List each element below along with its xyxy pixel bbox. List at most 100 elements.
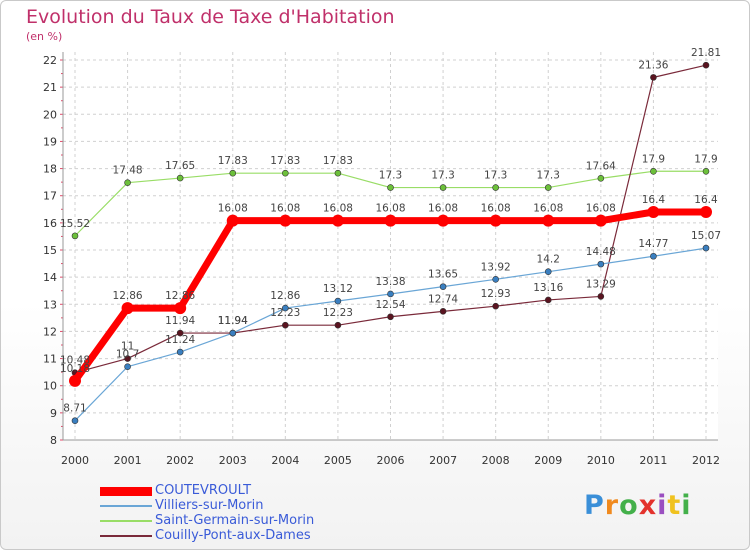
data-label: 13.65 [428,269,458,281]
y-tick-label: 20 [43,108,57,121]
data-label: 10.48 [60,355,90,367]
y-tick-label: 9 [50,407,57,420]
data-label: 16.08 [323,203,353,215]
data-point [544,268,552,276]
data-point [334,297,342,305]
data-point [700,206,712,218]
data-label: 16.4 [694,194,718,206]
data-label: 12.74 [428,293,458,305]
data-label: 12.54 [375,299,405,311]
data-label: 14.48 [586,246,616,258]
y-tick-label: 21 [43,81,57,94]
legend-label: Saint-Germain-sur-Morin [155,513,315,528]
y-axis-unit-label: (en %) [26,30,63,43]
data-label: 17.9 [694,153,717,165]
y-tick-label: 13 [43,298,57,311]
y-tick-label: 8 [50,434,57,447]
data-point [594,214,607,227]
data-label: 17.3 [537,170,560,182]
data-label: 17.48 [113,165,143,177]
data-point [702,244,710,252]
data-point [387,290,394,298]
data-label: 13.92 [481,261,511,273]
x-tick-label: 2000 [61,454,89,467]
y-tick-label: 15 [43,244,57,257]
x-tick-label: 2008 [482,454,510,467]
data-point [176,329,184,337]
data-label: 16.4 [642,194,666,206]
y-tick-label: 10 [43,380,57,393]
data-label: 8.71 [63,403,86,415]
data-label: 21.36 [638,59,668,71]
data-label: 16.08 [533,203,563,215]
data-point [439,308,447,315]
data-point [647,206,660,218]
data-label: 17.9 [642,153,665,165]
data-point [702,61,710,69]
data-label: 17.3 [484,170,507,182]
data-label: 17.65 [165,160,195,172]
data-point [124,179,131,186]
data-point [124,355,131,362]
x-tick-label: 2003 [219,454,247,467]
y-tick-label: 16 [43,217,57,230]
legend-swatch [100,486,152,496]
data-point [71,417,79,425]
data-point [334,321,342,329]
legend-swatch [100,535,152,537]
legend-swatch [100,505,152,507]
data-label: 16.08 [428,203,458,215]
data-label: 12.93 [481,288,511,300]
data-label: 11.94 [165,315,195,327]
x-tick-label: 2004 [271,454,299,467]
data-point [282,304,289,312]
data-point [489,214,502,227]
x-tick-label: 2001 [114,454,142,467]
data-label: 13.38 [375,276,405,288]
data-point [69,374,81,387]
data-label: 16.08 [481,203,511,215]
data-point [597,260,605,268]
data-point [176,174,184,182]
data-label: 16.08 [375,203,405,215]
data-label: 12.86 [165,290,195,302]
data-label: 15.07 [691,230,721,242]
data-label: 11.24 [165,334,195,346]
data-label: 21.81 [691,47,721,59]
data-label: 13.16 [533,282,563,294]
data-point [174,302,187,315]
y-tick-label: 12 [43,325,57,338]
data-point [384,214,397,227]
data-label: 16.08 [270,203,300,215]
data-label: 11 [121,341,134,353]
data-label: 16.08 [218,203,248,215]
data-point [124,363,131,371]
data-label: 11.94 [218,315,248,327]
data-label: 12.23 [323,307,353,319]
data-label: 16.08 [586,203,616,215]
data-label: 17.83 [218,155,248,167]
data-label: 13.12 [323,283,353,295]
data-point [492,184,499,191]
data-label: 17.83 [323,155,353,167]
data-point [544,184,552,191]
data-label: 13.29 [586,278,616,290]
data-point [334,169,342,177]
x-tick-label: 2012 [692,454,720,467]
data-point [229,169,237,177]
data-label: 12.86 [113,290,143,302]
data-point [121,302,134,315]
y-tick-label: 11 [43,353,57,366]
data-label: 10.18 [60,363,90,375]
data-label: 17.64 [586,160,616,172]
x-tick-label: 2007 [429,454,457,467]
data-point [176,348,184,356]
data-label: 14.2 [537,254,560,266]
x-tick-label: 2009 [534,454,562,467]
data-label: 12.86 [270,290,300,302]
x-tick-label: 2010 [587,454,615,467]
data-point [229,329,237,337]
x-tick-label: 2011 [639,454,667,467]
data-point [331,214,344,227]
